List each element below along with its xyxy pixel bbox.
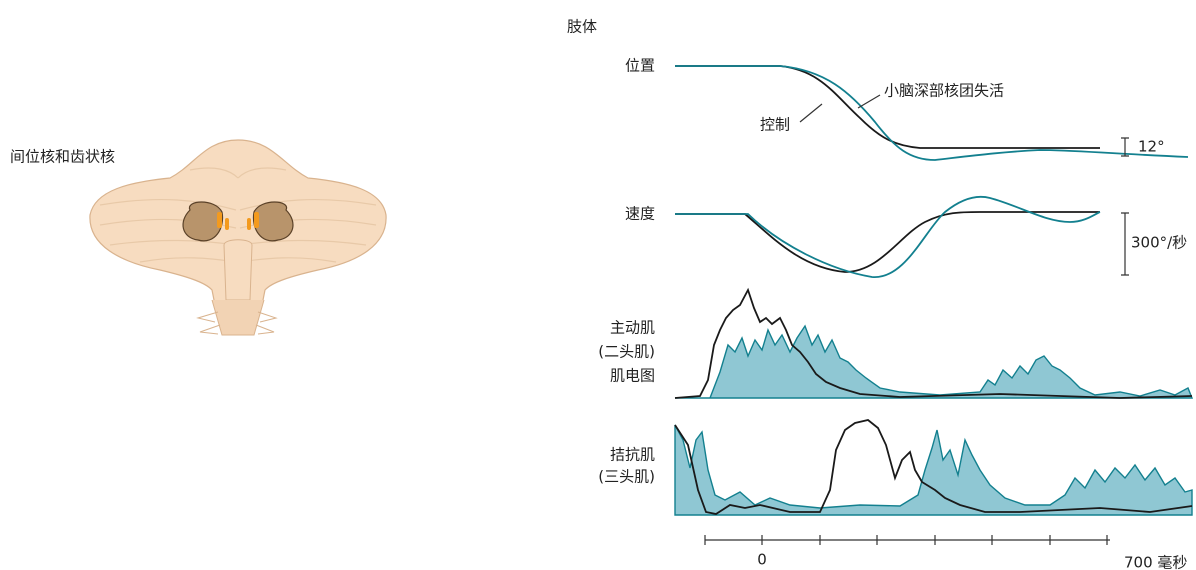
agonist-emg-area [675,324,1194,399]
position-scale: 12° [1138,138,1165,156]
agonist-emg-control [674,287,1193,399]
velocity-label: 速度 [625,205,655,223]
velocity-inactivation-trace [675,195,1101,278]
velocity-control-trace [675,211,1100,273]
time-end: 700 毫秒 [1124,554,1187,570]
agonist-label: (二头肌) [598,343,655,361]
control-label: 控制 [760,116,790,134]
inactivation-label: 小脑深部核团失活 [884,82,1004,100]
position-inactivation-trace [675,65,1189,161]
position-control-trace [675,65,1100,149]
cerebellum-illustration [89,139,387,336]
time-start: 0 [757,551,767,569]
limb-label: 肢体 [567,18,597,36]
agonist-label: 肌电图 [610,367,655,385]
antagonist-label: 拮抗肌 [610,446,655,464]
antagonist-emg-control [674,419,1193,515]
antagonist-label: (三头肌) [598,468,655,486]
agonist-label: 主动肌 [610,319,655,337]
velocity-scale: 300°/秒 [1131,234,1187,252]
position-label: 位置 [625,57,655,75]
antagonist-emg-area [674,424,1193,516]
nuclei-label: 间位核和齿状核 [10,148,115,166]
